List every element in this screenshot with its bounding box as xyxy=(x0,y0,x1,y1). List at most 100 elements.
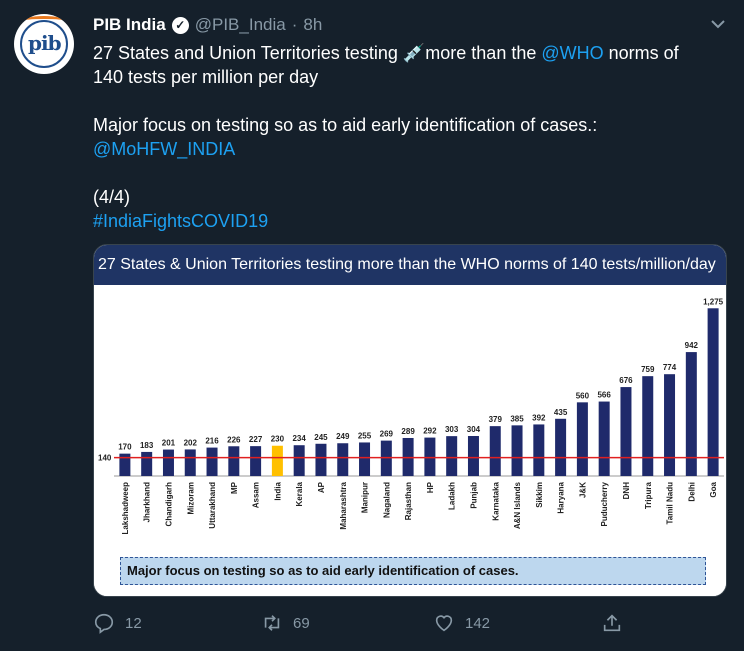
verified-badge-icon: ✓ xyxy=(171,16,189,34)
data-label: 269 xyxy=(380,430,394,439)
tick-label: India xyxy=(273,481,282,500)
tweet-line1-c: norms of xyxy=(608,43,679,63)
mohfw-mention-link[interactable]: @MoHFW_INDIA xyxy=(93,139,236,159)
bar xyxy=(664,374,676,476)
tick-label: MP xyxy=(230,481,239,494)
share-button[interactable] xyxy=(601,612,623,634)
tick-label: Punjab xyxy=(469,482,478,509)
author-handle[interactable]: @PIB_India xyxy=(194,15,286,34)
data-label: 303 xyxy=(445,425,459,434)
tick-label: Assam xyxy=(252,482,261,508)
data-label: 392 xyxy=(532,413,546,422)
bar xyxy=(489,426,501,476)
tick-label: Maharashtra xyxy=(339,481,348,529)
tick-label: DNH xyxy=(622,482,631,500)
author-name[interactable]: PIB India xyxy=(93,15,166,34)
tick-label: Goa xyxy=(709,481,718,497)
tweet-text: 27 States and Union Territories testing … xyxy=(93,41,723,233)
data-label: 201 xyxy=(162,439,176,448)
chart-note: Major focus on testing so as to aid earl… xyxy=(120,557,706,585)
like-count: 142 xyxy=(465,614,491,632)
tick-label: Tamil Nadu xyxy=(666,482,675,525)
avatar-ring xyxy=(20,20,68,68)
tweet-header: PIB India ✓ @PIB_India · 8h xyxy=(93,14,322,36)
like-button[interactable]: 142 xyxy=(433,612,490,634)
hashtag-link[interactable]: #IndiaFightsCOVID19 xyxy=(93,211,269,231)
data-label: 435 xyxy=(554,408,568,417)
bar xyxy=(359,442,371,476)
data-label: 170 xyxy=(118,443,132,452)
data-label: 385 xyxy=(510,414,524,423)
data-label: 226 xyxy=(227,435,241,444)
bar xyxy=(446,436,458,476)
tweet-line3: Major focus on testing so as to aid earl… xyxy=(93,115,598,135)
bar xyxy=(293,445,305,476)
retweet-button[interactable]: 69 xyxy=(261,612,310,634)
tick-label: Mizoram xyxy=(186,482,195,514)
tick-label: HP xyxy=(426,481,435,493)
tick-label: Karnataka xyxy=(491,481,500,520)
chart-title: 27 States & Union Territories testing mo… xyxy=(94,245,726,285)
reference-line-label: 140 xyxy=(98,454,112,463)
data-label: 676 xyxy=(619,376,633,385)
reply-icon xyxy=(94,613,114,634)
tick-label: AP xyxy=(317,481,326,493)
data-label: 289 xyxy=(401,427,415,436)
pib-logo-icon: pib xyxy=(28,31,62,55)
bar xyxy=(228,446,240,476)
retweet-count: 69 xyxy=(293,614,310,632)
heart-icon xyxy=(435,615,453,632)
share-icon xyxy=(603,614,621,632)
tick-label: Chandigarh xyxy=(164,482,173,527)
data-label: 1,275 xyxy=(703,297,724,306)
tweet-line1-b: more than the xyxy=(425,43,537,63)
data-label: 183 xyxy=(140,441,154,450)
bar xyxy=(642,376,654,476)
tick-label: Puducherry xyxy=(600,481,609,526)
bar xyxy=(141,451,153,476)
who-mention-link[interactable]: @WHO xyxy=(541,43,604,63)
tick-label: Ladakh xyxy=(448,482,457,510)
bar xyxy=(598,401,610,476)
bar xyxy=(184,449,196,476)
data-label: 202 xyxy=(184,438,198,447)
bar xyxy=(533,424,545,476)
data-label: 759 xyxy=(641,365,655,374)
tick-label: Nagaland xyxy=(382,482,391,518)
reply-button[interactable]: 12 xyxy=(93,612,142,634)
bar xyxy=(511,425,523,476)
thread-counter: (4/4) xyxy=(93,187,131,207)
tick-label: Tripura xyxy=(644,481,653,509)
bar xyxy=(707,308,719,476)
bar xyxy=(162,449,174,476)
tweet-line1-a: 27 States and Union Territories testing xyxy=(93,43,398,63)
data-label: 774 xyxy=(663,363,677,372)
retweet-icon xyxy=(264,615,280,631)
media-image[interactable]: 27 States & Union Territories testing mo… xyxy=(93,244,727,597)
avatar[interactable]: pib xyxy=(14,14,74,74)
bar xyxy=(467,436,479,476)
data-label: 560 xyxy=(576,391,590,400)
data-label: 379 xyxy=(489,415,503,424)
syringe-icon: 💉 xyxy=(402,43,426,63)
data-label: 304 xyxy=(467,425,481,434)
timestamp[interactable]: 8h xyxy=(303,15,323,34)
more-options-chevron-down-icon[interactable] xyxy=(708,14,728,34)
data-label: 566 xyxy=(597,391,611,400)
separator-dot: · xyxy=(291,15,298,34)
bar xyxy=(576,402,588,476)
data-label: 292 xyxy=(423,427,437,436)
reply-count: 12 xyxy=(125,614,142,632)
bar xyxy=(555,418,567,476)
tick-label: J&K xyxy=(578,482,587,498)
tick-label: Kerala xyxy=(295,481,304,506)
data-label: 245 xyxy=(314,433,328,442)
tick-label: Lakshadweep xyxy=(121,482,130,535)
tick-label: Rajasthan xyxy=(404,482,413,520)
tweet-actions: 12 69 142 xyxy=(93,612,653,636)
bar xyxy=(337,443,349,476)
tweet-line2: 140 tests per million per day xyxy=(93,67,319,87)
tick-label: A&N Islands xyxy=(513,481,522,529)
bar-chart-svg: 170 Lakshadweep 183 Jharkhand 201 Chandigarh 2… xyxy=(98,297,724,535)
